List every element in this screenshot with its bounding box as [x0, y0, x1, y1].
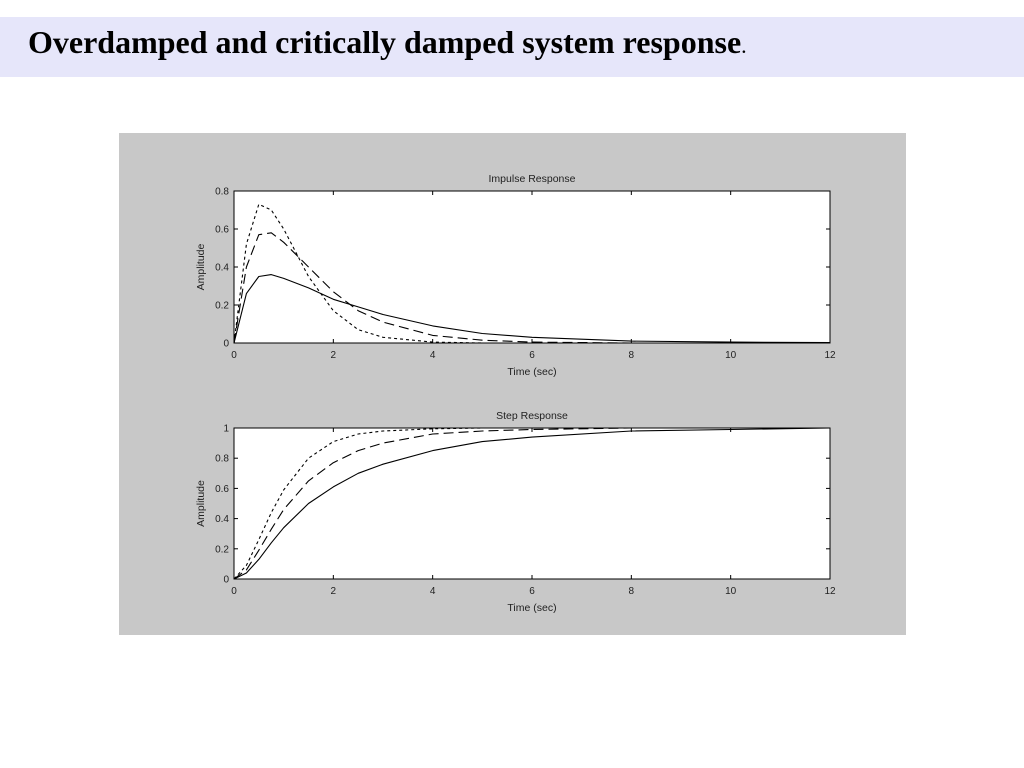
x-tick-label: 12	[824, 586, 836, 597]
slide-header	[0, 17, 1024, 77]
x-tick-label: 10	[725, 350, 737, 361]
x-tick-label: 6	[529, 586, 535, 597]
y-axis-label: Amplitude	[195, 480, 207, 527]
y-tick-label: 0.8	[215, 454, 229, 465]
slide-title-period: .	[741, 33, 747, 58]
y-tick-label: 0	[223, 339, 229, 350]
chart-title: Step Response	[496, 410, 568, 422]
axes-background	[234, 191, 830, 343]
figure-panel: 0 2 4 6 8 10 12 0 0.2 0.4 0.6 0.8 Impulse Response Ti…	[119, 133, 906, 635]
x-tick-label: 0	[231, 350, 237, 361]
x-tick-label: 8	[629, 350, 635, 361]
y-tick-label: 0	[223, 575, 229, 586]
subplot-1: 0 2 4 6 8 10 12 0 0.2 0.4 0.6 0.8 Impulse Response Ti…	[195, 173, 836, 378]
subplot-2: 0 2 4 6 8 10 12 0 0.2 0.4 0.6 0.8 1 Step Response Time…	[195, 410, 836, 614]
slide-title-text: Overdamped and critically damped system …	[28, 24, 742, 60]
x-axis-label: Time (sec)	[507, 366, 556, 378]
y-tick-label: 0.4	[215, 263, 229, 274]
y-tick-label: 0.8	[215, 187, 229, 198]
series-line-solid	[233, 274, 831, 344]
x-tick-label: 4	[430, 350, 436, 361]
y-tick-label: 0.6	[215, 225, 229, 236]
y-tick-label: 0.2	[215, 301, 229, 312]
x-axis-label: Time (sec)	[507, 602, 556, 614]
series-line-solid	[233, 427, 831, 580]
y-tick-label: 1	[223, 424, 229, 435]
y-tick-label: 0.4	[215, 514, 229, 525]
x-tick-label: 2	[331, 350, 337, 361]
chart-title: Impulse Response	[489, 173, 576, 185]
x-tick-label: 0	[231, 586, 237, 597]
x-tick-label: 12	[824, 350, 836, 361]
x-tick-label: 2	[331, 586, 337, 597]
y-axis-label: Amplitude	[195, 244, 207, 291]
axes-background	[234, 428, 830, 579]
x-tick-label: 10	[725, 586, 737, 597]
x-tick-label: 4	[430, 586, 436, 597]
y-tick-label: 0.2	[215, 544, 229, 555]
x-tick-label: 6	[529, 350, 535, 361]
slide-title: Overdamped and critically damped system …	[28, 24, 747, 61]
y-tick-label: 0.6	[215, 484, 229, 495]
x-tick-label: 8	[629, 586, 635, 597]
